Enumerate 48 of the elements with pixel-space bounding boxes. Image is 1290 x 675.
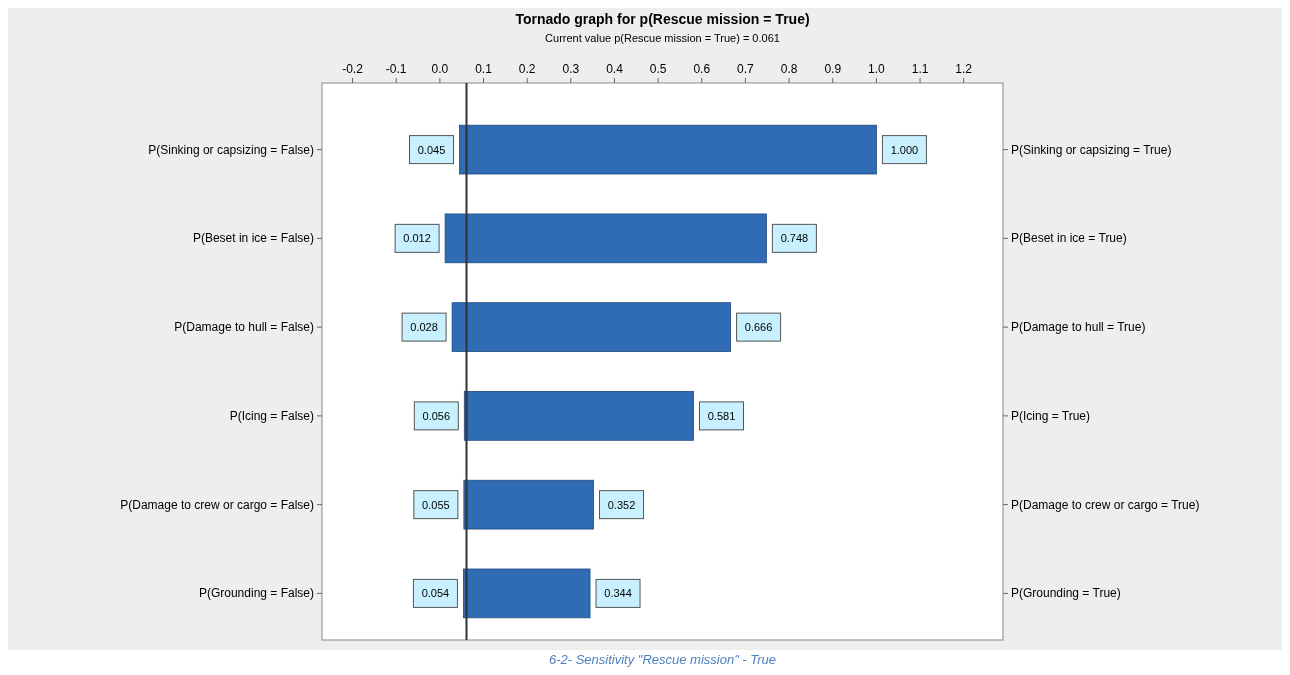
annotation: 0.666 (744, 321, 773, 334)
bar (444, 213, 767, 264)
y-tick-label: P(Sinking or capsizing = False) (148, 142, 314, 157)
annotation: 0.054 (421, 587, 450, 600)
x-tick-label: 0.2 (518, 62, 536, 76)
x-tick-label: 0.6 (693, 62, 711, 76)
x-tick-label: -0.2 (342, 62, 364, 76)
annotation: 0.055 (422, 498, 450, 511)
x-tick-label: 1.0 (868, 62, 886, 76)
y2-tick-label: P(Damage to hull = True) (1011, 320, 1146, 335)
annotation: 0.581 (707, 409, 736, 422)
annotation: 0.056 (422, 409, 451, 422)
x-tick-label: 1.2 (955, 62, 973, 76)
bar (463, 568, 591, 619)
bar (463, 479, 594, 530)
bar (451, 302, 731, 352)
x-tick-label: 0.0 (431, 62, 449, 76)
annotation: 0.028 (410, 321, 438, 334)
y-tick-label: P(Damage to crew or cargo = False) (120, 497, 314, 512)
x-tick-label: 0.7 (737, 62, 755, 76)
bar (463, 391, 694, 441)
y2-tick-label: P(Damage to crew or cargo = True) (1011, 497, 1200, 512)
x-tick-label: 0.8 (780, 62, 798, 76)
x-tick-label: 0.4 (606, 62, 624, 76)
y2-tick-label: P(Icing = True) (1011, 408, 1091, 423)
x-tick-label: 0.5 (649, 62, 667, 76)
y2-tick-label: P(Beset in ice = True) (1011, 231, 1127, 246)
annotation: 0.045 (417, 143, 446, 156)
bar (459, 124, 877, 175)
x-tick-label: 0.1 (475, 62, 493, 76)
annotation: 0.748 (780, 232, 809, 245)
y-tick-label: P(Damage to hull = False) (174, 320, 314, 335)
annotation: 0.012 (403, 232, 431, 245)
y-tick-label: P(Icing = False) (229, 408, 314, 423)
annotation: 0.352 (607, 498, 636, 511)
y-tick-label: P(Beset in ice = False) (192, 231, 314, 246)
y-tick-label: P(Grounding = False) (198, 586, 314, 601)
chart-subtitle: Current value p(Rescue mission = True) = 0.061 (545, 32, 780, 44)
x-tick-label: 1.1 (911, 62, 929, 76)
annotation: 1.000 (890, 143, 919, 156)
x-tick-label: 0.9 (824, 62, 842, 76)
annotation: 0.344 (604, 587, 632, 600)
chart-title: Tornado graph for p(Rescue mission = True) (515, 11, 810, 27)
x-tick-label: -0.1 (385, 62, 407, 76)
x-tick-label: 0.3 (562, 62, 580, 76)
y2-tick-label: P(Sinking or capsizing = True) (1011, 142, 1172, 157)
text: 6-2- Sensitivity "Rescue mission" - True (548, 652, 777, 667)
y2-tick-label: P(Grounding = True) (1011, 586, 1121, 601)
